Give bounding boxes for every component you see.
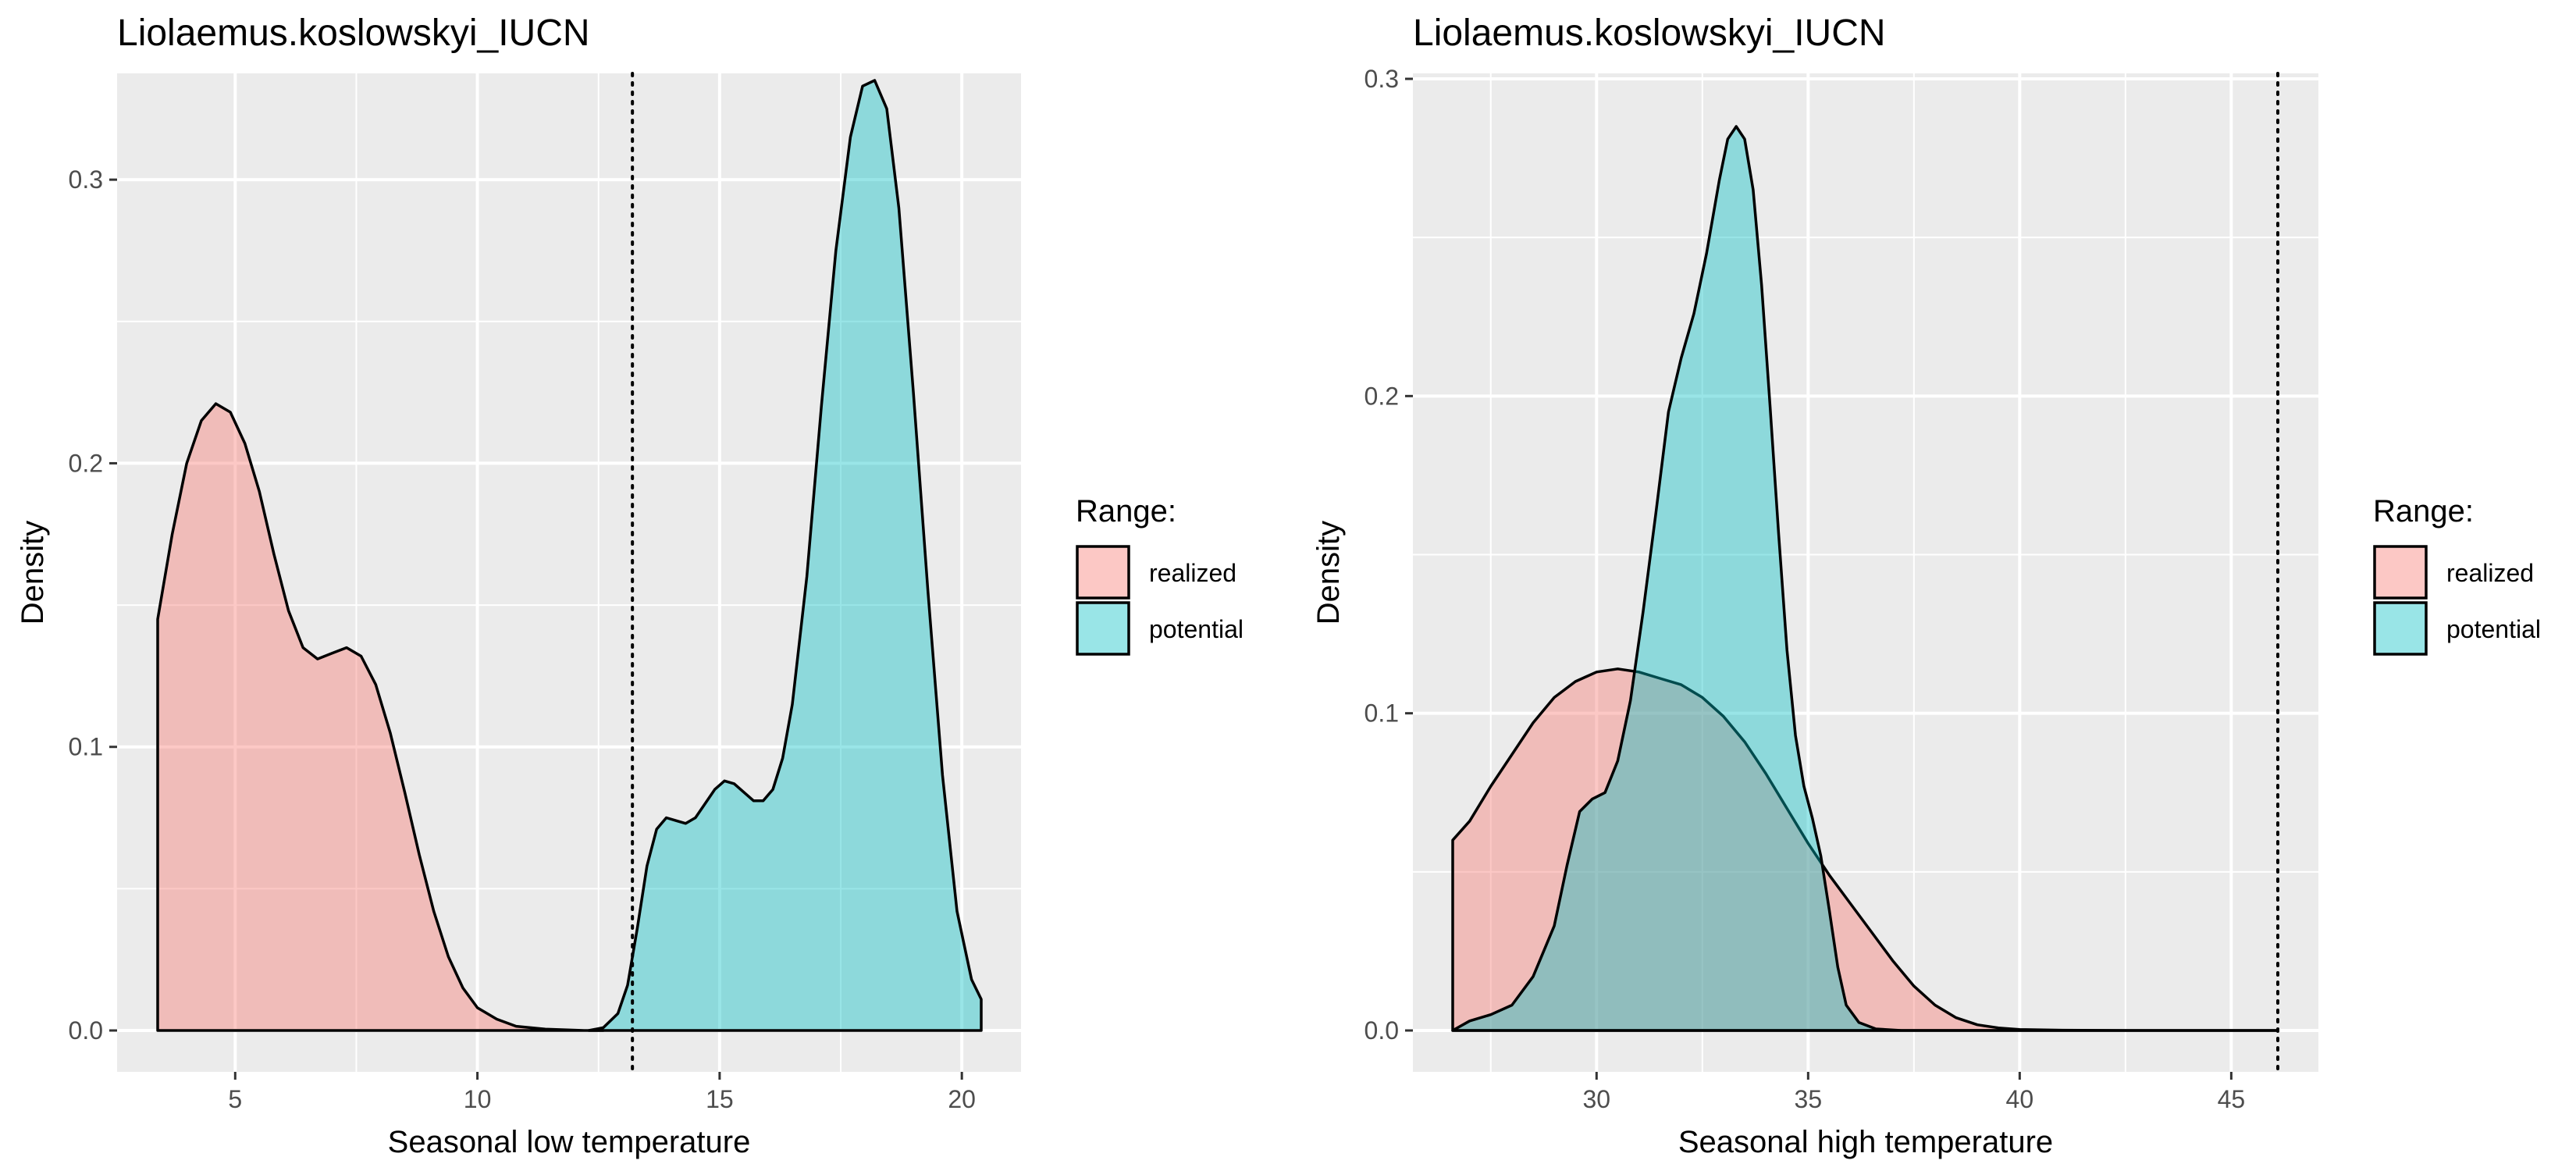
right-legend-title: Range: (2373, 494, 2474, 529)
y-tick-label: 0.3 (69, 166, 103, 194)
y-tick-label: 0.2 (69, 449, 103, 477)
left-density-areas (156, 79, 983, 1032)
density-area-potential (587, 79, 983, 1032)
x-tick-label: 15 (706, 1085, 734, 1113)
x-tick-label: 40 (2006, 1085, 2034, 1113)
right-chart-title: Liolaemus.koslowskyi_IUCN (1413, 12, 1886, 54)
y-tick-label: 0.0 (69, 1016, 103, 1045)
y-tick-label: 0.1 (1364, 699, 1399, 728)
left-legend-key-potential (1076, 601, 1130, 656)
y-tick-label: 0.2 (1364, 382, 1399, 410)
right-density-panel: 30 35 40 45 0.0 0.1 0.2 0.3 Liolaemus.koslowsky… (1311, 12, 2541, 1159)
left-plot-background (117, 73, 1021, 1072)
left-axis-ticks: 5 10 15 20 0.0 0.1 0.2 0.3 (69, 166, 976, 1113)
left-legend-title: Range: (1076, 494, 1176, 529)
left-legend-label-realized: realized (1149, 559, 1236, 587)
x-tick-label: 45 (2218, 1085, 2246, 1113)
right-legend-key-potential (2373, 601, 2428, 656)
x-tick-label: 30 (1583, 1085, 1611, 1113)
right-plot-background (1413, 73, 2318, 1072)
left-legend-key-realized (1076, 545, 1130, 600)
x-tick-label: 20 (948, 1085, 976, 1113)
right-axis-ticks: 30 35 40 45 0.0 0.1 0.2 0.3 (1364, 65, 2246, 1113)
left-y-axis-label: Density (16, 521, 50, 625)
x-tick-label: 5 (228, 1085, 242, 1113)
x-tick-label: 10 (464, 1085, 492, 1113)
left-density-panel: 5 10 15 20 0.0 0.1 0.2 0.3 Liolaemus.koslowskyi… (16, 12, 1244, 1159)
right-legend-label-potential: potential (2446, 615, 2541, 643)
left-chart-title: Liolaemus.koslowskyi_IUCN (117, 12, 590, 54)
right-density-areas (1451, 125, 2279, 1032)
density-area-realized (156, 402, 605, 1032)
right-y-axis-label: Density (1311, 521, 1346, 625)
y-tick-label: 0.1 (69, 733, 103, 761)
density-area-realized (1451, 667, 2279, 1032)
left-legend: Range: realized potential (1076, 494, 1244, 656)
y-tick-label: 0.0 (1364, 1016, 1399, 1045)
right-legend-key-realized (2373, 545, 2428, 600)
left-legend-label-potential: potential (1149, 615, 1244, 643)
y-tick-label: 0.3 (1364, 65, 1399, 93)
right-legend: Range: realized potential (2373, 494, 2541, 656)
x-tick-label: 35 (1795, 1085, 1823, 1113)
left-x-axis-label: Seasonal low temperature (388, 1125, 751, 1159)
right-x-axis-label: Seasonal high temperature (1678, 1125, 2053, 1159)
density-area-potential (1451, 125, 2279, 1032)
right-legend-label-realized: realized (2446, 559, 2534, 587)
